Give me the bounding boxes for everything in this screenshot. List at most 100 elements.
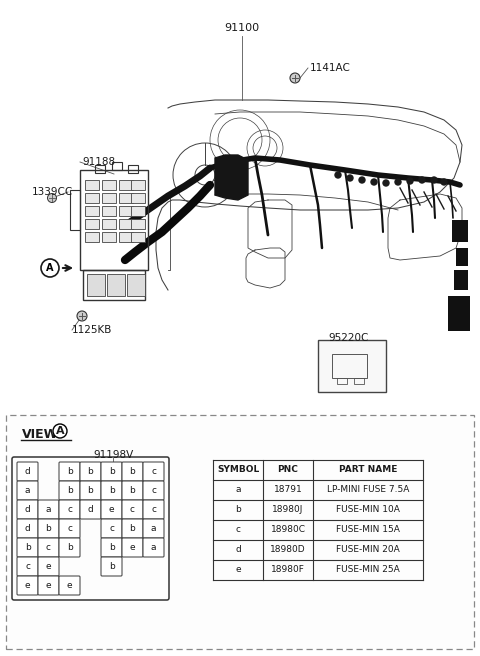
FancyBboxPatch shape xyxy=(59,538,80,557)
Bar xyxy=(119,180,133,190)
FancyBboxPatch shape xyxy=(17,500,38,519)
Circle shape xyxy=(359,177,365,183)
Text: b: b xyxy=(235,506,241,514)
Bar xyxy=(85,219,99,229)
Text: e: e xyxy=(24,581,30,590)
Text: b: b xyxy=(67,486,72,495)
FancyBboxPatch shape xyxy=(101,538,122,557)
Bar xyxy=(119,219,133,229)
Text: FUSE-MIN 20A: FUSE-MIN 20A xyxy=(336,546,400,554)
FancyBboxPatch shape xyxy=(38,557,59,576)
FancyBboxPatch shape xyxy=(80,500,101,519)
Bar xyxy=(80,170,148,270)
FancyBboxPatch shape xyxy=(143,538,164,557)
Text: c: c xyxy=(151,467,156,476)
Text: 18980C: 18980C xyxy=(271,525,305,535)
Text: a: a xyxy=(151,543,156,552)
Bar xyxy=(131,219,145,229)
Text: e: e xyxy=(46,562,51,571)
Text: b: b xyxy=(24,543,30,552)
Bar xyxy=(448,296,470,331)
Text: a: a xyxy=(151,524,156,533)
Bar xyxy=(127,274,145,296)
Text: e: e xyxy=(67,581,72,590)
Bar xyxy=(456,248,468,266)
FancyBboxPatch shape xyxy=(59,462,80,481)
Text: c: c xyxy=(236,525,240,535)
Bar xyxy=(131,193,145,203)
FancyBboxPatch shape xyxy=(38,500,59,519)
Bar xyxy=(102,232,116,242)
Text: 18980D: 18980D xyxy=(270,546,306,554)
Bar xyxy=(83,270,145,300)
Text: d: d xyxy=(24,505,30,514)
Text: 91100: 91100 xyxy=(225,23,260,33)
FancyBboxPatch shape xyxy=(80,462,101,481)
FancyBboxPatch shape xyxy=(122,538,143,557)
Bar xyxy=(102,206,116,216)
FancyBboxPatch shape xyxy=(17,519,38,538)
Circle shape xyxy=(290,73,300,83)
Bar xyxy=(131,206,145,216)
Bar xyxy=(85,206,99,216)
Bar xyxy=(119,193,133,203)
Bar xyxy=(452,220,468,242)
Bar xyxy=(70,190,80,230)
Text: a: a xyxy=(46,505,51,514)
Text: c: c xyxy=(25,562,30,571)
Bar xyxy=(112,162,122,170)
Text: FUSE-MIN 25A: FUSE-MIN 25A xyxy=(336,565,400,575)
FancyBboxPatch shape xyxy=(101,519,122,538)
Bar xyxy=(128,165,138,173)
Circle shape xyxy=(77,311,87,321)
FancyBboxPatch shape xyxy=(101,500,122,519)
Text: b: b xyxy=(130,524,135,533)
FancyBboxPatch shape xyxy=(122,500,143,519)
Polygon shape xyxy=(215,155,248,200)
Bar xyxy=(95,165,105,173)
FancyBboxPatch shape xyxy=(17,462,38,481)
Text: b: b xyxy=(108,543,114,552)
Text: b: b xyxy=(130,467,135,476)
FancyBboxPatch shape xyxy=(143,462,164,481)
Bar xyxy=(102,193,116,203)
FancyBboxPatch shape xyxy=(59,500,80,519)
Circle shape xyxy=(395,179,401,185)
Text: c: c xyxy=(151,505,156,514)
FancyBboxPatch shape xyxy=(17,481,38,500)
FancyBboxPatch shape xyxy=(38,519,59,538)
Text: b: b xyxy=(88,486,94,495)
Bar xyxy=(119,206,133,216)
Bar xyxy=(85,232,99,242)
Circle shape xyxy=(441,179,447,185)
Bar xyxy=(318,340,386,392)
FancyBboxPatch shape xyxy=(101,481,122,500)
Text: c: c xyxy=(109,524,114,533)
Bar xyxy=(354,378,364,384)
Text: PNC: PNC xyxy=(277,466,299,474)
Bar xyxy=(87,274,105,296)
Text: d: d xyxy=(24,467,30,476)
FancyBboxPatch shape xyxy=(59,481,80,500)
Circle shape xyxy=(335,172,341,178)
Bar xyxy=(454,270,468,290)
Text: c: c xyxy=(130,505,135,514)
Text: b: b xyxy=(130,486,135,495)
Text: a: a xyxy=(25,486,30,495)
FancyBboxPatch shape xyxy=(101,557,122,576)
Text: c: c xyxy=(151,486,156,495)
Bar xyxy=(119,232,133,242)
Text: b: b xyxy=(108,467,114,476)
Text: c: c xyxy=(67,505,72,514)
Bar xyxy=(131,232,145,242)
Circle shape xyxy=(419,177,425,183)
Text: d: d xyxy=(88,505,94,514)
Text: d: d xyxy=(24,524,30,533)
FancyBboxPatch shape xyxy=(38,576,59,595)
Text: A: A xyxy=(46,263,54,273)
Text: 18791: 18791 xyxy=(274,485,302,495)
Bar xyxy=(107,274,125,296)
FancyBboxPatch shape xyxy=(17,538,38,557)
FancyBboxPatch shape xyxy=(59,519,80,538)
Text: b: b xyxy=(108,486,114,495)
